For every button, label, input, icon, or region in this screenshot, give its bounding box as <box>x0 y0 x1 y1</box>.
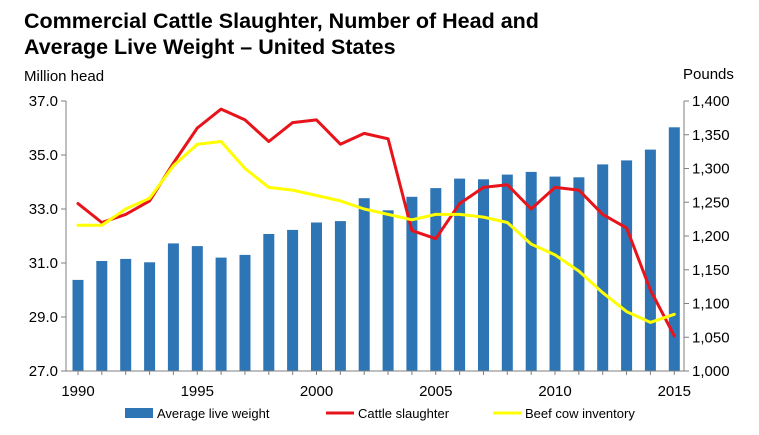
x-tick-label: 2015 <box>658 383 691 400</box>
chart-title-line-2: Average Live Weight – United States <box>24 35 396 59</box>
line-cattle-slaughter <box>76 107 676 338</box>
bar-2002 <box>358 198 370 371</box>
x-tick-label: 2000 <box>300 383 333 400</box>
x-tick-label: 1990 <box>61 383 94 400</box>
y-left-tick-label: 33.0 <box>29 201 58 218</box>
bar-1990 <box>72 279 84 371</box>
y-axis-left-label: Million head <box>24 68 105 85</box>
line-beef-cow-inventory <box>76 140 676 324</box>
bar-1994 <box>167 243 179 371</box>
bar-2013 <box>621 160 633 371</box>
y-right-tick-label: 1,100 <box>692 296 730 313</box>
bar-2004 <box>406 196 418 371</box>
bar-2001 <box>334 221 346 371</box>
legend-label-beef-cow-inventory: Beef cow inventory <box>525 406 635 421</box>
bar-1991 <box>96 261 108 371</box>
legend-label-cattle-slaughter: Cattle slaughter <box>358 406 450 421</box>
chart-title-line-1: Commercial Cattle Slaughter, Number of H… <box>24 9 539 33</box>
bar-2008 <box>501 174 513 371</box>
bar-2012 <box>597 164 609 371</box>
x-tick-label: 2010 <box>538 383 571 400</box>
bar-2015 <box>668 127 680 371</box>
x-tick-label: 2005 <box>419 383 452 400</box>
bar-1993 <box>144 262 156 371</box>
y-left-tick-label: 29.0 <box>29 309 58 326</box>
bar-1999 <box>287 229 299 371</box>
y-left-tick-label: 35.0 <box>29 147 58 164</box>
y-left-tick-label: 37.0 <box>29 93 58 110</box>
bar-2005 <box>430 188 442 371</box>
bar-2006 <box>454 178 466 371</box>
bar-2010 <box>549 176 561 371</box>
y-left-tick-label: 31.0 <box>29 255 58 272</box>
x-tick-label: 1995 <box>181 383 214 400</box>
y-right-tick-label: 1,050 <box>692 329 730 346</box>
bar-1997 <box>239 254 251 371</box>
y-right-tick-label: 1,400 <box>692 93 730 110</box>
bar-1998 <box>263 234 275 371</box>
bar-2009 <box>525 171 537 371</box>
y-right-tick-label: 1,150 <box>692 262 730 279</box>
legend-label-average-live-weight: Average live weight <box>157 406 270 421</box>
y-right-tick-label: 1,200 <box>692 228 730 245</box>
bar-2000 <box>311 222 322 371</box>
y-right-tick-label: 1,350 <box>692 127 730 144</box>
y-left-tick-label: 27.0 <box>29 363 58 380</box>
legend-swatch-average-live-weight <box>125 408 153 418</box>
y-right-tick-label: 1,300 <box>692 161 730 178</box>
bar-2003 <box>382 210 394 371</box>
bar-2007 <box>478 179 489 371</box>
bar-1996 <box>215 257 227 371</box>
y-axis-right-label: Pounds <box>683 66 734 83</box>
bar-2011 <box>573 177 585 371</box>
bar-2014 <box>644 149 656 371</box>
y-right-tick-label: 1,250 <box>692 194 730 211</box>
y-right-tick-label: 1,000 <box>692 363 730 380</box>
bar-1992 <box>120 258 132 371</box>
bar-1995 <box>191 246 203 371</box>
